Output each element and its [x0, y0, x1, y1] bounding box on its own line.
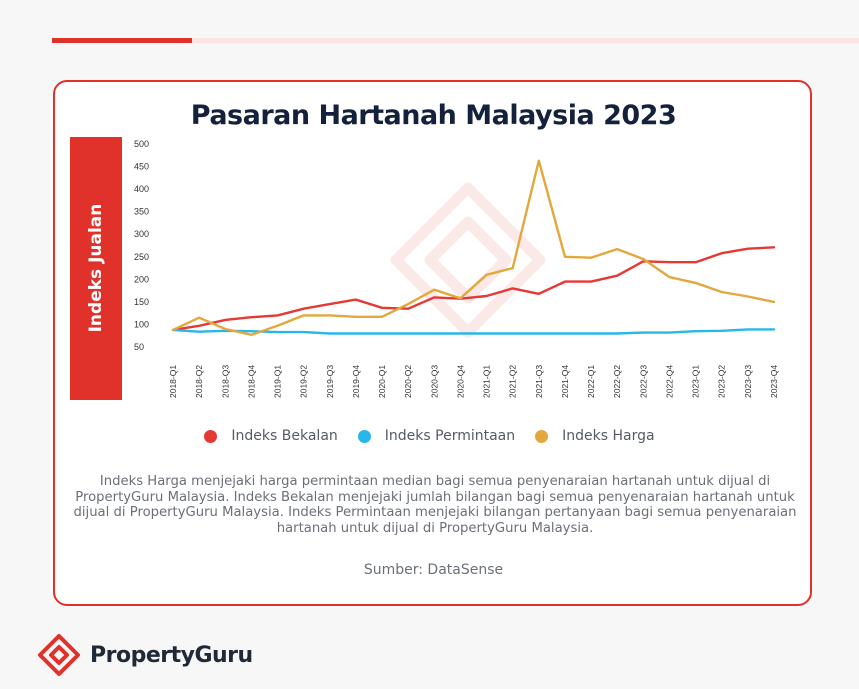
x-tick-label: 2018-Q3 [220, 365, 230, 398]
y-tick-label: 300 [134, 229, 149, 239]
legend: Indeks Bekalan Indeks Permintaan Indeks … [0, 428, 859, 444]
x-tick-label: 2021-Q2 [508, 365, 518, 398]
chart-description: Indeks Harga menjejaki harga permintaan … [73, 474, 797, 536]
series-line-indeks-permintaan [171, 328, 776, 335]
x-tick-label: 2018-Q4 [246, 365, 256, 398]
legend-item-bekalan[interactable]: Indeks Bekalan [204, 428, 338, 444]
y-tick-label: 500 [134, 139, 149, 149]
legend-label: Indeks Harga [562, 428, 655, 444]
x-tick-label: 2023-Q2 [717, 365, 727, 398]
x-tick-label: 2018-Q1 [168, 365, 178, 398]
propertyguru-logo-icon [38, 634, 80, 676]
x-tick-label: 2020-Q1 [377, 365, 387, 398]
series-line-indeks-harga [171, 159, 776, 336]
x-axis-ticks: 2018-Q1 2018-Q2 2018-Q3 2018-Q4 2019-Q1 2019-… [168, 365, 779, 398]
x-tick-label: 2020-Q2 [403, 365, 413, 398]
chart-card [53, 80, 812, 606]
legend-dot-icon [535, 429, 549, 443]
x-tick-label: 2019-Q3 [325, 365, 335, 398]
x-tick-label: 2019-Q1 [273, 365, 283, 398]
y-tick-label: 50 [134, 342, 144, 352]
x-tick-label: 2023-Q1 [691, 365, 701, 398]
x-tick-label: 2021-Q1 [482, 365, 492, 398]
x-tick-label: 2022-Q2 [612, 365, 622, 398]
y-tick-label: 350 [134, 207, 149, 217]
y-tick-label: 150 [134, 297, 149, 307]
y-tick-label: 100 [134, 319, 149, 329]
legend-dot-icon [204, 429, 218, 443]
x-tick-label: 2022-Q4 [664, 365, 674, 398]
brand-name: PropertyGuru [90, 642, 253, 668]
y-tick-label: 200 [134, 274, 149, 284]
x-tick-label: 2021-Q3 [534, 365, 544, 398]
x-tick-label: 2019-Q4 [351, 365, 361, 398]
y-tick-label: 400 [134, 184, 149, 194]
legend-label: Indeks Bekalan [231, 428, 338, 444]
y-tick-label: 450 [134, 162, 149, 172]
x-tick-label: 2023-Q4 [769, 365, 779, 398]
top-accent-bar [52, 38, 192, 43]
legend-item-harga[interactable]: Indeks Harga [535, 428, 655, 444]
legend-label: Indeks Permintaan [384, 428, 516, 444]
top-accent-bar-light [192, 38, 859, 43]
source-note: Sumber: DataSense [363, 562, 504, 578]
y-axis-ticks: 500 450 400 350 300 250 200 150 100 50 [134, 139, 149, 352]
x-tick-label: 2019-Q2 [299, 365, 309, 398]
x-tick-label: 2023-Q3 [743, 365, 753, 398]
brand[interactable]: PropertyGuru [36, 632, 253, 678]
legend-item-permintaan[interactable]: Indeks Permintaan [357, 428, 516, 444]
y-axis-label-box [70, 137, 122, 400]
y-tick-label: 250 [134, 252, 149, 262]
chart-title: Pasaran Hartanah Malaysia 2023 [190, 100, 677, 131]
x-tick-label: 2020-Q4 [455, 365, 465, 398]
x-tick-label: 2022-Q3 [638, 365, 648, 398]
x-tick-label: 2022-Q1 [586, 365, 596, 398]
series-lines [171, 159, 776, 336]
x-tick-label: 2021-Q4 [560, 365, 570, 398]
legend-dot-icon [357, 429, 371, 443]
x-tick-label: 2018-Q2 [194, 365, 204, 398]
watermark-logo-icon [390, 182, 546, 338]
x-tick-label: 2020-Q3 [429, 365, 439, 398]
series-line-indeks-bekalan [171, 246, 776, 332]
